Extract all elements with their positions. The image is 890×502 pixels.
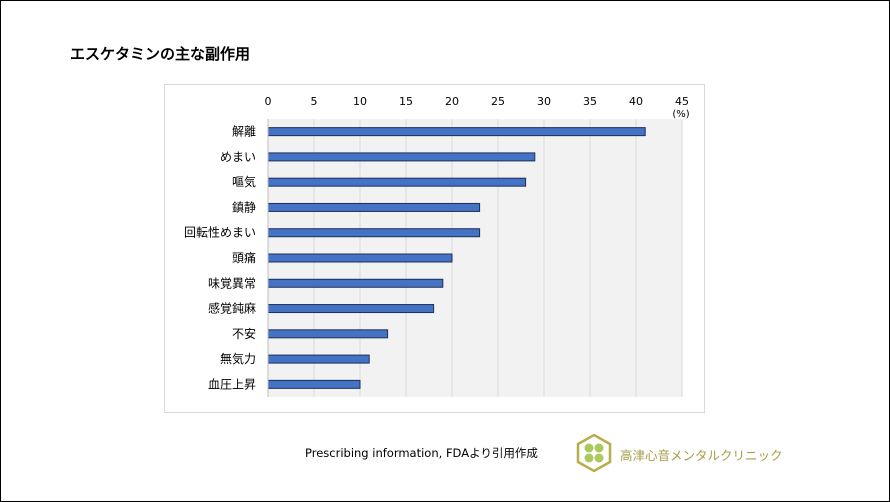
bar — [267, 202, 481, 212]
bar — [267, 354, 370, 364]
category-label: 感覚鈍麻 — [208, 301, 256, 316]
category-label: 鎮静 — [232, 199, 256, 214]
category-label: 解離 — [232, 125, 256, 139]
logo-leaf — [584, 443, 594, 453]
category-label: 血圧上昇 — [208, 377, 256, 391]
category-label: 無気力 — [220, 351, 256, 366]
logo-leaf — [584, 453, 594, 463]
clinic-name: 高津心音メンタルクリニック — [620, 448, 783, 463]
x-tick-label: 30 — [537, 95, 551, 108]
category-label: 嘔気 — [232, 174, 256, 189]
bar — [267, 177, 527, 187]
bar — [267, 329, 389, 339]
bar — [267, 379, 361, 389]
category-label: 回転性めまい — [184, 226, 256, 240]
x-tick-label: 35 — [583, 95, 597, 108]
x-tick-label: 25 — [491, 95, 505, 108]
category-label: 不安 — [232, 326, 256, 341]
x-tick-label: 0 — [265, 95, 272, 108]
bar — [267, 228, 481, 238]
x-tick-label: 40 — [629, 95, 643, 108]
x-tick-label: 45 — [675, 95, 689, 108]
x-tick-label: 5 — [311, 95, 318, 108]
chart-frame: 0 5 10 15 20 25 30 35 40 45 (%) 解離めまい嘔気鎮静回転性めまい頭痛味覚… — [164, 84, 705, 413]
slide-title: エスケタミンの主な副作用 — [70, 45, 251, 63]
bar — [267, 127, 646, 137]
x-unit-label: (%) — [672, 109, 689, 120]
bar — [267, 304, 435, 314]
bar — [267, 152, 536, 162]
x-tick-label: 10 — [353, 95, 367, 108]
category-label: 頭痛 — [232, 250, 256, 265]
category-label: めまい — [220, 150, 256, 164]
bar — [267, 253, 453, 263]
logo-leaf — [594, 443, 604, 453]
source-citation: Prescribing information, FDAより引用作成 — [305, 446, 538, 460]
category-label: 味覚異常 — [208, 276, 256, 290]
logo-leaf — [594, 453, 604, 463]
logo-hexagon — [576, 433, 612, 473]
x-tick-label: 20 — [445, 95, 459, 108]
bar — [267, 278, 444, 288]
bar-chart: 0 5 10 15 20 25 30 35 40 45(%) 解離めまい嘔気鎮静回転性めまい頭痛味覚… — [184, 95, 690, 397]
clinic-logo-icon — [576, 433, 612, 473]
x-tick-label: 15 — [399, 95, 413, 108]
